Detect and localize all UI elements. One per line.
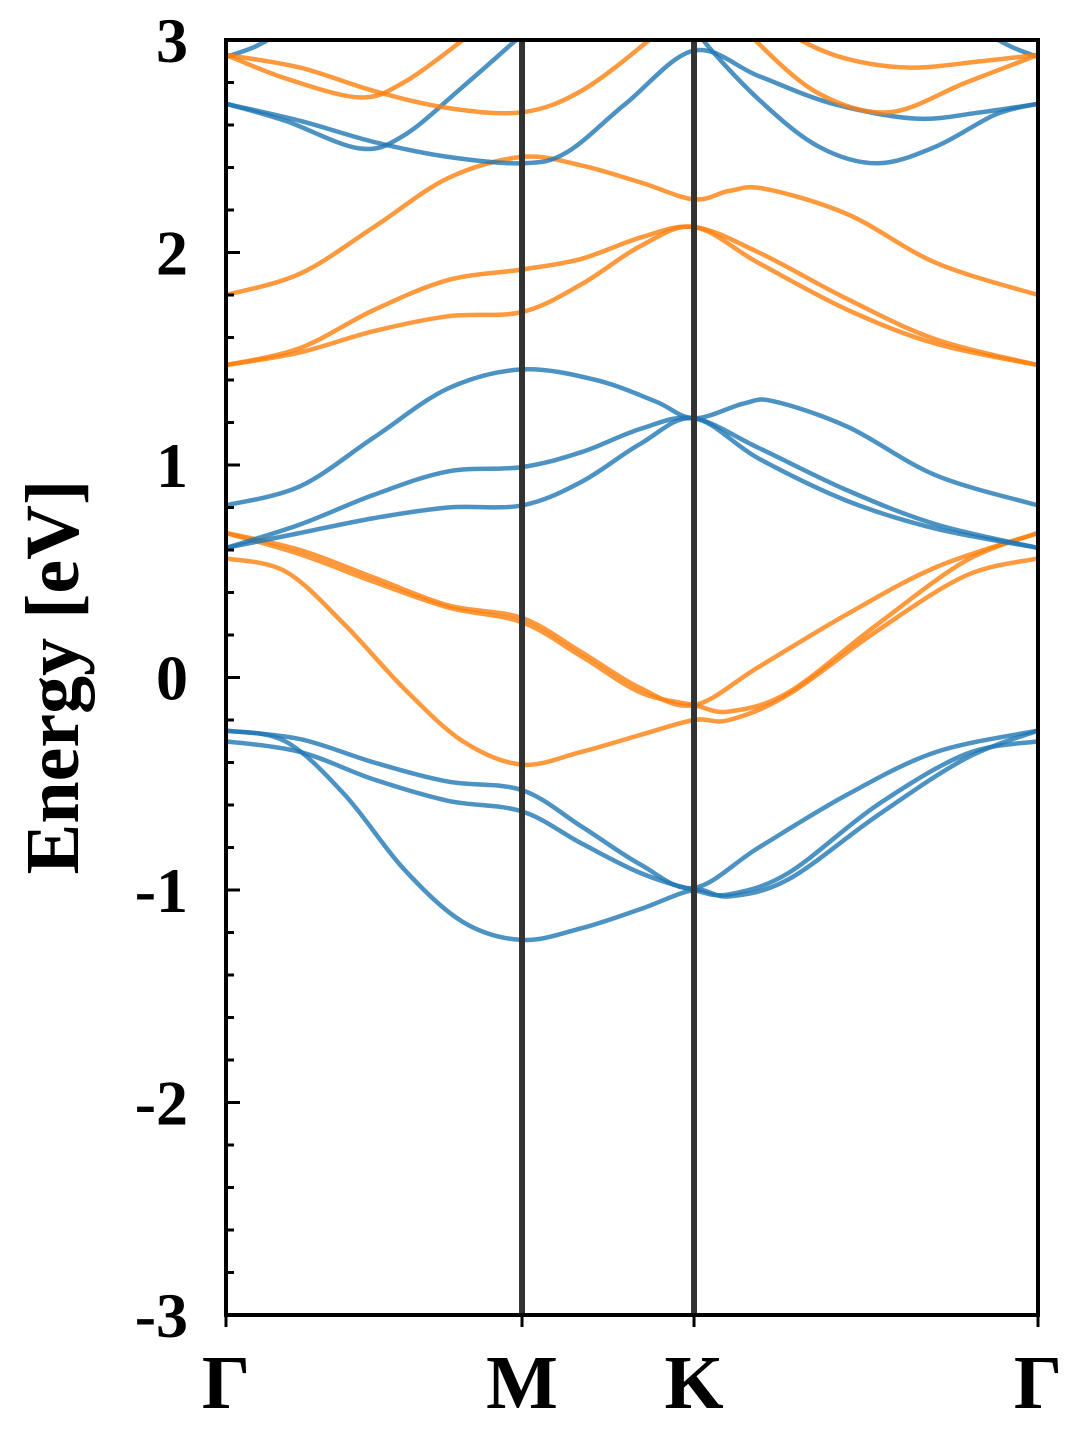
blue-band-1 xyxy=(226,728,1038,891)
plot-frame xyxy=(224,38,1040,1317)
orange-band-8 xyxy=(226,40,653,116)
blue-band-7 xyxy=(226,40,273,60)
orange-band-9 xyxy=(751,40,1038,115)
y-tick-label: -3 xyxy=(135,1280,188,1351)
bands xyxy=(226,40,1038,943)
blue-band-11 xyxy=(993,40,1038,60)
blue-band-4 xyxy=(226,366,1038,508)
blue-band-3 xyxy=(226,728,1038,943)
x-tick-label: Γ xyxy=(202,1341,250,1425)
blue-band-8 xyxy=(226,40,520,152)
kpoint-lines xyxy=(519,40,698,1315)
y-tick-label: -1 xyxy=(135,855,188,926)
blue-band-9 xyxy=(226,47,1038,166)
orange-band-6 xyxy=(226,224,1038,368)
blue-band-10 xyxy=(700,40,1038,166)
y-axis: -3 -2 -1 0 1 2 3 xyxy=(135,5,240,1351)
orange-band-2 xyxy=(226,530,1038,715)
x-tick-label: K xyxy=(664,1341,723,1425)
orange-band-4 xyxy=(226,154,1038,298)
orange-band-1 xyxy=(226,530,1038,709)
blue-band-2 xyxy=(226,739,1038,898)
x-tick-label: M xyxy=(486,1341,558,1425)
y-tick-label: -2 xyxy=(135,1068,188,1139)
y-tick-label: 2 xyxy=(156,218,188,289)
y-tick-label: 1 xyxy=(156,430,188,501)
y-axis-label: Energy [eV] xyxy=(11,480,95,875)
blue-band-5 xyxy=(226,415,1038,551)
y-tick-label: 0 xyxy=(156,643,188,714)
blue-band-6 xyxy=(226,415,1038,551)
orange-band-10 xyxy=(795,40,1038,70)
x-tick-label: Γ xyxy=(1014,1341,1062,1425)
orange-band-5 xyxy=(226,224,1038,368)
orange-band-3 xyxy=(226,556,1038,768)
y-tick-label: 3 xyxy=(156,5,188,76)
